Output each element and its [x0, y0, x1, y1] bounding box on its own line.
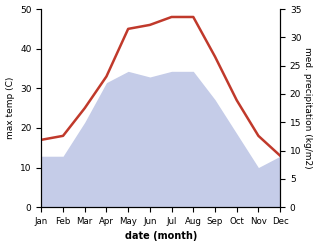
Y-axis label: max temp (C): max temp (C) [5, 77, 15, 139]
X-axis label: date (month): date (month) [125, 231, 197, 242]
Y-axis label: med. precipitation (kg/m2): med. precipitation (kg/m2) [303, 47, 313, 169]
